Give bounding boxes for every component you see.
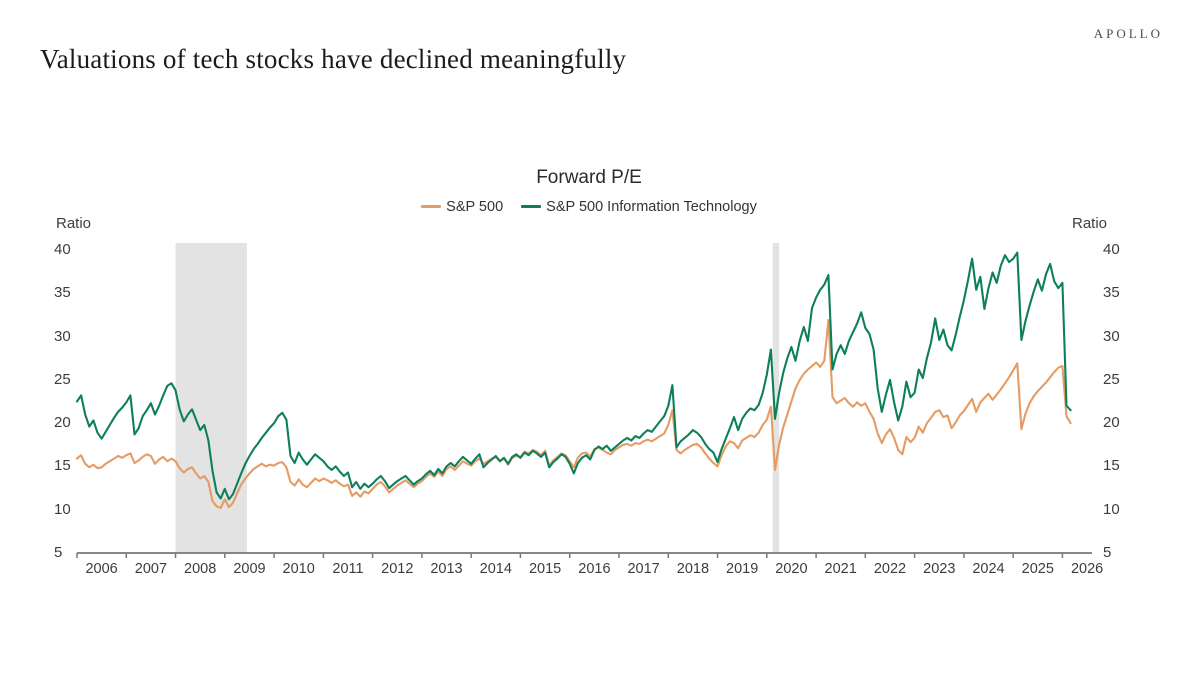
- x-tick-label: 2008: [184, 561, 217, 577]
- legend-item-sp500: S&P 500: [421, 199, 503, 215]
- series-line-sp500-it: [75, 251, 1072, 501]
- legend-swatch-sp500-it: [521, 205, 542, 208]
- x-tick-label: 2018: [676, 561, 710, 577]
- legend-swatch-sp500: [421, 205, 442, 208]
- legend-label-sp500-it: S&P 500 Information Technology: [546, 198, 757, 215]
- chart-header: Forward P/E S&P 500 S&P 500 Information …: [0, 167, 1178, 215]
- x-tick-label: 2025: [1021, 561, 1054, 577]
- y-axis-title-right: Ratio: [1072, 215, 1108, 232]
- x-tick-label: 2016: [578, 561, 611, 577]
- x-tick-label: 2014: [479, 561, 512, 577]
- y-tick-label-right: 15: [1103, 457, 1120, 475]
- recession-band-2: [772, 243, 780, 553]
- series-line-sp500: [75, 319, 1072, 510]
- x-tick-label: 2011: [332, 561, 364, 577]
- x-tick-label: 2023: [923, 561, 956, 577]
- y-tick-label-right: 35: [1103, 284, 1120, 302]
- apollo-logo: APOLLO: [1093, 26, 1163, 41]
- x-tick-label: 2021: [824, 561, 857, 577]
- legend-label-sp500: S&P 500: [446, 198, 504, 215]
- y-tick-label-left: 25: [54, 370, 71, 388]
- y-tick-label-left: 20: [54, 414, 71, 432]
- x-tick-label: 2020: [775, 561, 808, 577]
- y-tick-label-right: 10: [1103, 500, 1120, 518]
- x-tick-label: 2010: [282, 561, 315, 577]
- x-tick-label: 2006: [85, 561, 118, 577]
- x-tick-label: 2019: [726, 561, 759, 577]
- y-tick-label-right: 5: [1103, 544, 1112, 561]
- x-tick-label: 2017: [627, 561, 660, 577]
- x-tick-label: 2024: [972, 561, 1005, 577]
- x-tick-label: 2026: [1070, 561, 1104, 577]
- x-tick-label: 2015: [528, 561, 562, 577]
- y-tick-label-left: 40: [54, 241, 71, 258]
- y-tick-label-right: 20: [1103, 414, 1120, 432]
- y-tick-label-left: 35: [54, 284, 71, 302]
- y-axis-title-left: Ratio: [56, 215, 92, 232]
- x-tick-label: 2009: [233, 561, 266, 577]
- y-tick-label-right: 40: [1103, 241, 1120, 258]
- chart-legend: S&P 500 S&P 500 Information Technology: [0, 196, 1178, 215]
- x-tick-label: 2013: [430, 561, 463, 577]
- y-tick-label-right: 25: [1103, 370, 1120, 388]
- y-tick-label-left: 15: [54, 457, 71, 475]
- recession-band-1: [175, 243, 247, 553]
- y-tick-label-left: 5: [54, 544, 63, 561]
- legend-item-sp500-it: S&P 500 Information Technology: [521, 199, 757, 215]
- page-title: Valuations of tech stocks have declined …: [40, 44, 627, 74]
- x-tick-label: 2012: [381, 561, 414, 577]
- y-tick-label-right: 30: [1103, 327, 1120, 345]
- x-tick-label: 2022: [873, 561, 907, 577]
- chart-title: Forward P/E: [536, 167, 642, 188]
- y-tick-label-left: 10: [54, 500, 71, 518]
- x-tick-label: 2007: [134, 561, 168, 577]
- y-tick-label-left: 30: [54, 327, 71, 345]
